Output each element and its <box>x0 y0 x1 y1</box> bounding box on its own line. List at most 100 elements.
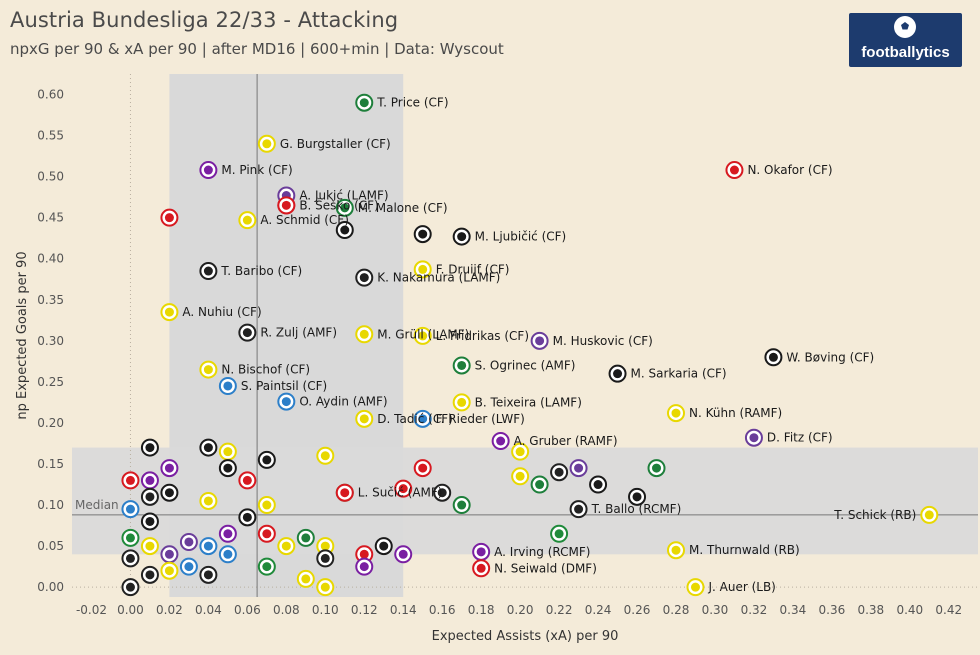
x-tick-label: 0.02 <box>156 603 183 617</box>
chart-subtitle: npxG per 90 & xA per 90 | after MD16 | 6… <box>10 40 504 58</box>
labeled-data-point <box>355 325 374 344</box>
x-tick-label: 0.10 <box>312 603 339 617</box>
point-badge-core <box>418 331 428 341</box>
data-point <box>316 578 335 597</box>
y-tick-label: 0.20 <box>37 416 64 430</box>
x-tick-label: 0.28 <box>663 603 690 617</box>
data-point <box>238 508 257 527</box>
point-badge-core <box>476 563 486 573</box>
y-tick-label: 0.15 <box>37 457 64 471</box>
point-badge-core <box>203 570 213 580</box>
point-label: J. Auer (LB) <box>707 580 775 594</box>
point-badge-core <box>418 414 428 424</box>
point-badge-core <box>457 232 467 242</box>
point-label: A. Schmid (CF) <box>260 213 349 227</box>
data-point <box>140 512 159 531</box>
point-label: F. Rieder (LWF) <box>436 412 525 426</box>
point-badge-core <box>125 582 135 592</box>
data-point <box>335 220 354 239</box>
data-point <box>199 565 218 584</box>
labeled-data-point <box>491 432 510 451</box>
point-badge-core <box>768 352 778 362</box>
labeled-data-point <box>335 483 354 502</box>
x-tick-label: 0.24 <box>585 603 612 617</box>
point-badge-core <box>574 463 584 473</box>
point-badge-core <box>301 533 311 543</box>
data-point <box>433 483 452 502</box>
data-point <box>550 463 569 482</box>
point-label: R. Zulj (AMF) <box>260 326 337 340</box>
data-point <box>647 459 666 478</box>
point-badge-core <box>164 463 174 473</box>
point-badge-core <box>398 484 408 494</box>
point-badge-core <box>359 414 369 424</box>
point-badge-core <box>418 264 428 274</box>
point-badge-core <box>418 463 428 473</box>
point-badge-core <box>340 488 350 498</box>
data-point <box>530 475 549 494</box>
point-badge-core <box>457 500 467 510</box>
y-axis-ticks: 0.00 0.05 0.10 0.15 0.20 0.25 0.30 0.35 0.40 0.45… <box>37 88 64 595</box>
point-badge-core <box>359 562 369 572</box>
data-point <box>218 524 237 543</box>
point-badge-core <box>729 165 739 175</box>
data-point <box>628 487 647 506</box>
point-label: W. Bøving (CF) <box>786 350 874 364</box>
point-badge-core <box>359 329 369 339</box>
labeled-data-point <box>920 505 939 524</box>
point-badge-core <box>125 504 135 514</box>
data-point <box>277 537 296 556</box>
labeled-data-point <box>238 211 257 230</box>
labeled-data-point <box>238 323 257 342</box>
data-point <box>550 524 569 543</box>
point-label: D. Tadić (CF) <box>377 412 453 426</box>
labeled-data-point <box>199 161 218 180</box>
x-tick-label: 0.06 <box>234 603 261 617</box>
point-label: N. Kühn (RAMF) <box>689 406 782 420</box>
x-tick-label: 0.12 <box>351 603 378 617</box>
point-badge-core <box>359 98 369 108</box>
data-point <box>121 500 140 519</box>
labeled-data-point <box>764 348 783 367</box>
point-label: S. Ogrinec (AMF) <box>475 358 576 372</box>
point-badge-core <box>281 200 291 210</box>
point-badge-core <box>690 582 700 592</box>
labeled-data-point <box>608 364 627 383</box>
point-badge-core <box>203 365 213 375</box>
data-point <box>452 496 471 515</box>
x-tick-label: 0.20 <box>507 603 534 617</box>
point-label: A. Nuhiu (CF) <box>182 305 261 319</box>
labeled-data-point <box>530 331 549 350</box>
labeled-data-point <box>199 360 218 379</box>
point-badge-core <box>749 433 759 443</box>
labeled-data-point <box>413 260 432 279</box>
point-label: T. Baribo (CF) <box>220 264 302 278</box>
point-label: F. Druijf (CF) <box>436 262 510 276</box>
x-tick-label: 0.22 <box>546 603 573 617</box>
point-badge-core <box>924 510 934 520</box>
point-badge-core <box>223 529 233 539</box>
point-label: A. Irving (RCMF) <box>494 545 590 559</box>
point-badge-core <box>145 492 155 502</box>
point-badge-core <box>652 463 662 473</box>
point-badge-core <box>164 566 174 576</box>
point-labels: T. Price (CF) G. Burgstaller (CF) A. Jukić… <box>182 96 916 594</box>
point-badge-core <box>203 266 213 276</box>
point-label: N. Okafor (CF) <box>747 163 832 177</box>
point-badge-core <box>437 488 447 498</box>
point-badge-core <box>593 480 603 490</box>
chart-title: Austria Bundesliga 22/33 - Attacking <box>10 8 399 32</box>
labeled-data-point <box>355 409 374 428</box>
data-point <box>316 446 335 465</box>
y-tick-label: 0.35 <box>37 293 64 307</box>
data-point <box>121 578 140 597</box>
point-badge-core <box>164 307 174 317</box>
labeled-data-point <box>667 404 685 423</box>
data-point <box>511 442 530 461</box>
labeled-data-point <box>686 578 705 597</box>
y-tick-label: 0.10 <box>37 498 64 512</box>
point-label: A. Jukić (LAMF) <box>299 189 388 203</box>
data-point <box>160 561 179 580</box>
data-point <box>257 496 276 515</box>
data-point <box>160 459 179 478</box>
